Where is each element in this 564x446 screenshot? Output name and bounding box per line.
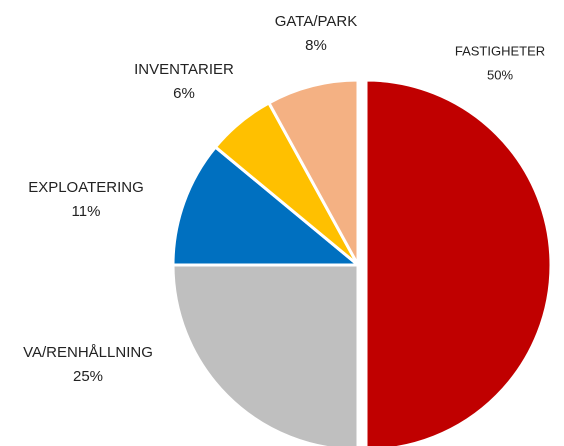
- slice-value-label: 11%: [72, 203, 101, 220]
- slice-label: GATA/PARK: [275, 13, 358, 30]
- slice-label: EXPLOATERING: [28, 179, 144, 196]
- slice-label: INVENTARIER: [134, 61, 234, 78]
- slice-label: VA/RENHÅLLNING: [23, 344, 153, 361]
- slice-value-label: 25%: [73, 368, 103, 385]
- pie-slice: [171, 145, 360, 267]
- slice-value-label: 50%: [487, 67, 513, 82]
- pie-slice: [364, 78, 553, 446]
- pie-slice: [267, 78, 360, 267]
- slice-value-label: 6%: [173, 85, 195, 102]
- pie-slice: [171, 263, 360, 446]
- slice-label: FASTIGHETER: [455, 43, 545, 58]
- slice-value-label: 8%: [305, 37, 327, 54]
